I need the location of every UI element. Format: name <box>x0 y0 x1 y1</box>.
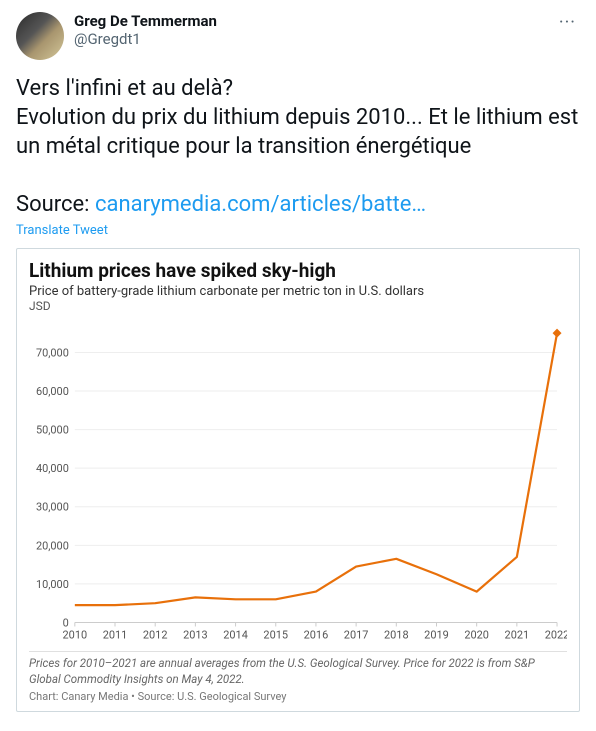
source-link[interactable]: canarymedia.com/articles/batte… <box>95 192 426 217</box>
svg-text:70,000: 70,000 <box>36 346 69 359</box>
source-prefix: Source: <box>16 192 95 217</box>
svg-text:50,000: 50,000 <box>36 424 69 437</box>
svg-text:2017: 2017 <box>344 628 369 641</box>
svg-text:2018: 2018 <box>384 628 409 641</box>
svg-text:2011: 2011 <box>103 628 128 641</box>
chart-subtitle: Price of battery-grade lithium carbonate… <box>29 284 567 299</box>
avatar[interactable] <box>16 12 64 60</box>
svg-text:2016: 2016 <box>304 628 329 641</box>
svg-text:10,000: 10,000 <box>36 578 69 591</box>
svg-text:40,000: 40,000 <box>36 462 69 475</box>
chart-svg: 010,00020,00030,00040,00050,00060,00070,… <box>29 315 567 645</box>
svg-text:2021: 2021 <box>505 628 530 641</box>
tweet-header: Greg De Temmerman @Gregdt1 ··· <box>16 12 580 60</box>
user-handle: @Gregdt1 <box>74 30 545 48</box>
chart-area: 010,00020,00030,00040,00050,00060,00070,… <box>29 315 567 645</box>
svg-text:20,000: 20,000 <box>36 539 69 552</box>
chart-unit: JSD <box>29 299 567 313</box>
tweet-line1: Vers l'infini et au delà? <box>16 76 233 101</box>
svg-text:2013: 2013 <box>183 628 208 641</box>
display-name: Greg De Temmerman <box>74 12 545 30</box>
chart-card: Lithium prices have spiked sky-high Pric… <box>16 248 580 712</box>
user-info[interactable]: Greg De Temmerman @Gregdt1 <box>74 12 545 48</box>
svg-text:60,000: 60,000 <box>36 385 69 398</box>
svg-text:2014: 2014 <box>223 628 248 641</box>
tweet-text: Vers l'infini et au delà? Evolution du p… <box>16 74 580 219</box>
svg-text:30,000: 30,000 <box>36 501 69 514</box>
svg-text:2019: 2019 <box>424 628 449 641</box>
chart-credit: Chart: Canary Media • Source: U.S. Geolo… <box>29 690 567 703</box>
translate-link[interactable]: Translate Tweet <box>16 223 580 238</box>
svg-text:2012: 2012 <box>143 628 168 641</box>
more-button[interactable]: ··· <box>555 12 580 33</box>
svg-text:2020: 2020 <box>464 628 489 641</box>
chart-title: Lithium prices have spiked sky-high <box>29 259 567 282</box>
svg-text:2022: 2022 <box>545 628 567 641</box>
svg-text:2015: 2015 <box>263 628 288 641</box>
chart-footnote: Prices for 2010–2021 are annual averages… <box>29 651 567 687</box>
svg-text:2010: 2010 <box>63 628 88 641</box>
tweet-line2: Evolution du prix du lithium depuis 2010… <box>16 105 578 159</box>
